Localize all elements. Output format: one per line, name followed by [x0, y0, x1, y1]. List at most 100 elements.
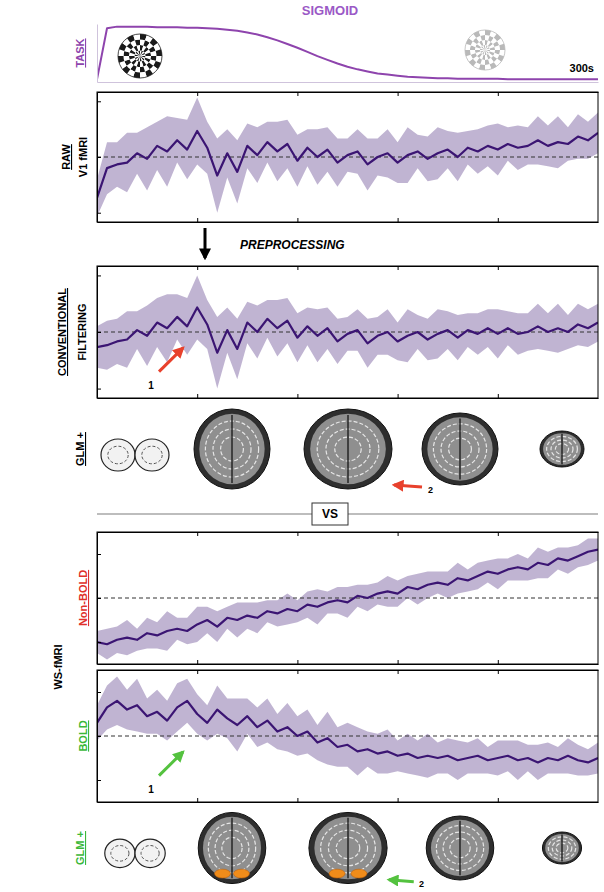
tick-mark: [97, 780, 101, 781]
checkerboard-cell: [495, 45, 500, 50]
tick-mark: [97, 598, 101, 599]
brain-fold: [141, 846, 159, 862]
checkerboard-icon: [465, 30, 505, 70]
panel: RAWV1 fMRI: [60, 92, 599, 223]
brain-outline: [101, 439, 135, 471]
baseline: [97, 736, 598, 737]
brain-slice: [198, 812, 266, 883]
brain-outline: [198, 812, 266, 883]
error-band: [97, 677, 598, 780]
checkerboard-cell: [481, 46, 485, 50]
tick-mark: [498, 218, 499, 222]
tick: [97, 213, 101, 214]
brain-fold: [111, 846, 129, 862]
axis-line: [98, 670, 599, 671]
axis-line: [98, 82, 599, 83]
signal-line: [97, 701, 598, 763]
checkerboard-icon: [118, 34, 162, 78]
checkerboard-cell: [490, 47, 495, 50]
arrow: [204, 228, 207, 258]
brain-slice: [105, 839, 165, 867]
annotation: 300s: [570, 62, 594, 74]
baseline: [97, 598, 598, 599]
tick: [197, 670, 198, 674]
checkerboard-cell: [482, 45, 485, 50]
tick-mark: [398, 798, 399, 802]
panel-frame: [97, 670, 598, 802]
brain-slice: [101, 439, 169, 471]
tick: [97, 101, 101, 102]
checkerboard-cell: [485, 50, 489, 54]
axis: [98, 92, 599, 96]
panel-label: CONVENTIONAL: [56, 288, 68, 376]
error-band: [97, 275, 598, 388]
tick-mark: [297, 218, 298, 222]
tick: [398, 532, 399, 536]
panel-frame: [97, 532, 598, 664]
axis: [98, 532, 599, 536]
tick-mark: [398, 532, 399, 536]
tick: [197, 394, 198, 398]
brain-outline: [426, 816, 494, 880]
tick-mark: [398, 218, 399, 222]
panel-label: BOLD: [77, 720, 89, 751]
tick-mark: [97, 736, 101, 737]
tick-mark: [398, 92, 399, 96]
tick: [97, 554, 101, 555]
brain-midline: [459, 418, 460, 479]
checkerboard-cell: [140, 53, 145, 56]
brain-tissue: [199, 414, 264, 484]
baseline: [97, 157, 598, 158]
axis: [98, 660, 599, 665]
checkerboard-cell: [140, 54, 146, 56]
activation-blob: [351, 869, 367, 878]
brain-fold: [108, 446, 128, 464]
annotation: 2: [419, 879, 424, 889]
brain-outline: [309, 812, 387, 883]
brain-tissue: [314, 817, 381, 880]
checkerboard-cell: [483, 45, 485, 50]
tick-mark: [498, 266, 499, 270]
panel-frame: [97, 92, 598, 222]
checkerboard-cell: [480, 35, 485, 40]
axis: [98, 394, 599, 399]
brain-tissue: [310, 414, 386, 484]
brain-fold: [142, 446, 162, 464]
tick: [398, 394, 399, 398]
signal-line: [97, 131, 598, 198]
checkerboard-cell: [470, 50, 475, 55]
axis-line: [97, 25, 98, 83]
checkerboard-cell: [485, 55, 488, 60]
step-label: PREPROCESSING: [240, 238, 345, 252]
checkerboard-outline: [465, 30, 505, 70]
brain-midline: [347, 818, 348, 878]
tick: [498, 660, 499, 664]
signal-line: [97, 27, 598, 80]
activation-blob: [329, 869, 345, 878]
tick: [498, 218, 499, 222]
activation-blob: [233, 869, 249, 878]
checkerboard-cell: [135, 56, 141, 58]
tick: [97, 736, 101, 737]
brain-slice: [542, 832, 581, 864]
tick-mark: [398, 670, 399, 674]
tick: [97, 780, 101, 781]
error-band: [97, 98, 598, 217]
checkerboard-cell: [485, 50, 488, 55]
axis-line: [98, 532, 599, 533]
tick-mark: [197, 660, 198, 664]
tick-mark: [97, 101, 101, 102]
glm-row: GLM +2: [74, 409, 584, 495]
axis-line: [98, 802, 599, 803]
axis-line: [98, 266, 599, 267]
axis-line: [98, 398, 599, 399]
checkerboard-cell: [482, 40, 485, 45]
tick-mark: [297, 670, 298, 674]
brain-outline: [194, 409, 270, 489]
checkerboard-cell: [485, 47, 490, 50]
panel-label: V1 fMRI: [77, 137, 89, 177]
plot-area: [97, 677, 598, 780]
tick: [197, 266, 198, 270]
panel-label: Non-BOLD: [77, 570, 89, 626]
activation-blob: [215, 869, 231, 878]
